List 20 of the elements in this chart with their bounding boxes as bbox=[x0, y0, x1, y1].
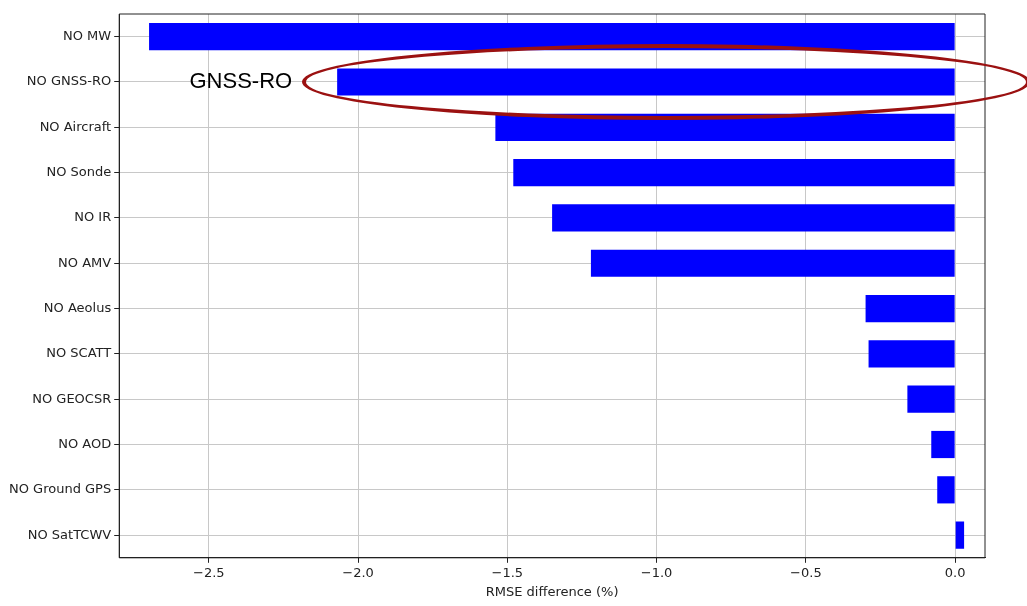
y-tick-label: NO GEOCSR bbox=[32, 390, 112, 406]
y-tick-label: NO Aircraft bbox=[39, 118, 112, 134]
x-tick-label: −2.0 bbox=[342, 564, 374, 580]
y-tick-label: NO Ground GPS bbox=[8, 481, 112, 497]
y-tick-label: NO Sonde bbox=[46, 163, 112, 179]
x-tick-label: −0.5 bbox=[790, 564, 822, 580]
x-tick-label: 0.0 bbox=[944, 564, 966, 580]
y-tick-label: NO SCATT bbox=[46, 345, 112, 361]
y-tick-label: NO AMV bbox=[58, 254, 112, 270]
y-tick-label: NO SatTCWV bbox=[27, 526, 112, 542]
x-tick-label: −1.5 bbox=[491, 564, 524, 580]
y-tick-label: NO AOD bbox=[58, 435, 112, 451]
x-tick-label: −1.0 bbox=[640, 564, 673, 580]
y-tick-label: NO MW bbox=[63, 28, 112, 44]
y-tick-label: NO GNSS-RO bbox=[26, 73, 112, 89]
y-tick-label: NO Aeolus bbox=[43, 299, 112, 315]
x-axis-title: RMSE difference (%) bbox=[485, 583, 619, 599]
x-tick-label: −2.5 bbox=[192, 564, 225, 580]
y-tick-label: NO IR bbox=[74, 209, 112, 225]
annotation: GNSS-RO bbox=[189, 68, 293, 94]
